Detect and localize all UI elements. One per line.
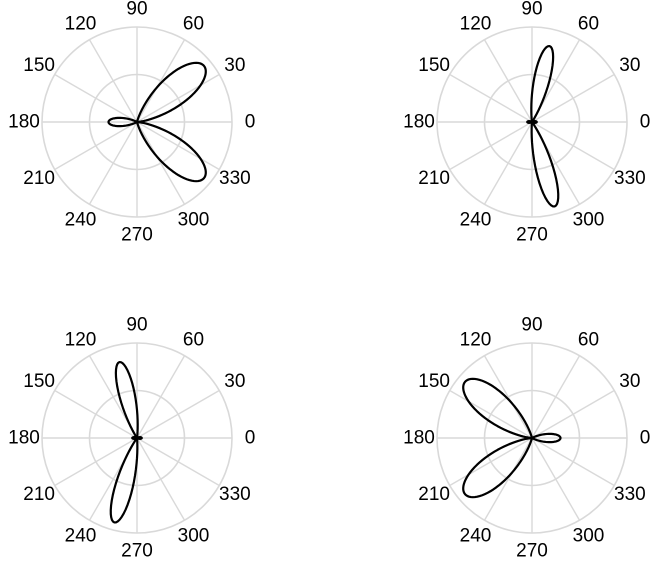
grid-spoke-60 <box>136 39 186 123</box>
theta-tick-label-120: 120 <box>460 330 492 351</box>
theta-tick-label-120: 120 <box>65 14 97 35</box>
theta-tick-label-0: 0 <box>640 112 651 133</box>
theta-tick-label-180: 180 <box>8 428 40 449</box>
grid-spoke-330 <box>136 437 220 487</box>
theta-tick-label-240: 240 <box>65 525 97 546</box>
theta-tick-label-330: 330 <box>219 168 251 189</box>
theta-tick-label-330: 330 <box>614 484 646 505</box>
theta-tick-label-150: 150 <box>418 55 450 76</box>
grid-spoke-150 <box>54 73 138 123</box>
series-curve-1 <box>107 61 207 183</box>
theta-tick-label-150: 150 <box>23 55 55 76</box>
series-curve-1 <box>462 377 562 499</box>
theta-tick-label-120: 120 <box>65 330 97 351</box>
theta-tick-label-300: 300 <box>178 209 210 230</box>
grid-spoke-60 <box>531 355 581 439</box>
theta-tick-label-60: 60 <box>578 330 599 351</box>
grid-spoke-330 <box>136 121 220 171</box>
theta-tick-label-30: 30 <box>224 55 245 76</box>
theta-tick-label-0: 0 <box>245 112 256 133</box>
grid-spoke-120 <box>483 355 533 439</box>
theta-tick-label-300: 300 <box>573 525 605 546</box>
theta-tick-label-120: 120 <box>460 14 492 35</box>
theta-tick-label-90: 90 <box>126 0 147 20</box>
theta-tick-label-150: 150 <box>23 371 55 392</box>
theta-tick-label-0: 0 <box>245 428 256 449</box>
series-curve-1 <box>109 361 143 524</box>
theta-tick-label-210: 210 <box>418 484 450 505</box>
grid-spoke-210 <box>54 121 138 171</box>
theta-tick-label-180: 180 <box>8 112 40 133</box>
grid-spoke-300 <box>136 437 186 521</box>
theta-tick-label-90: 90 <box>521 315 542 336</box>
theta-tick-label-210: 210 <box>418 168 450 189</box>
grid-spoke-60 <box>136 355 186 439</box>
grid-spoke-120 <box>483 39 533 123</box>
theta-tick-label-300: 300 <box>178 525 210 546</box>
theta-tick-label-330: 330 <box>219 484 251 505</box>
grid-spoke-150 <box>54 389 138 439</box>
theta-tick-label-60: 60 <box>183 14 204 35</box>
theta-tick-label-300: 300 <box>573 209 605 230</box>
theta-tick-label-150: 150 <box>418 371 450 392</box>
grid-spoke-210 <box>54 437 138 487</box>
grid-spoke-150 <box>449 73 533 123</box>
theta-tick-label-180: 180 <box>403 112 435 133</box>
theta-tick-label-60: 60 <box>578 14 599 35</box>
grid-spoke-30 <box>136 389 220 439</box>
polar-plot-1: 0 30 60 90 120 150 180 210 240 270 300 330 <box>8 0 255 246</box>
grid-spoke-210 <box>449 437 533 487</box>
theta-tick-label-330: 330 <box>614 168 646 189</box>
theta-tick-label-240: 240 <box>460 209 492 230</box>
theta-tick-label-270: 270 <box>121 225 153 246</box>
polar-plot-3: 0 30 60 90 120 150 180 210 240 270 300 330 <box>8 315 255 562</box>
grid-spoke-300 <box>136 121 186 205</box>
theta-tick-label-60: 60 <box>183 330 204 351</box>
theta-tick-label-240: 240 <box>65 209 97 230</box>
grid-spoke-30 <box>136 73 220 123</box>
grid-spoke-330 <box>531 437 615 487</box>
grid-spoke-210 <box>449 121 533 171</box>
grid-spoke-150 <box>449 389 533 439</box>
grid-spoke-240 <box>88 121 138 205</box>
grid-spoke-330 <box>531 121 615 171</box>
theta-tick-label-270: 270 <box>516 541 548 562</box>
series-curve-1 <box>526 45 560 208</box>
theta-tick-label-270: 270 <box>516 225 548 246</box>
theta-tick-label-210: 210 <box>23 168 55 189</box>
theta-tick-label-180: 180 <box>403 428 435 449</box>
theta-tick-label-210: 210 <box>23 484 55 505</box>
theta-tick-label-90: 90 <box>126 315 147 336</box>
polar-plot-2: 0 30 60 90 120 150 180 210 240 270 300 330 <box>403 0 650 246</box>
theta-tick-label-30: 30 <box>619 371 640 392</box>
grid-spoke-30 <box>531 73 615 123</box>
theta-tick-label-270: 270 <box>121 541 153 562</box>
theta-tick-label-30: 30 <box>619 55 640 76</box>
grid-spoke-300 <box>531 437 581 521</box>
grid-spoke-240 <box>483 121 533 205</box>
grid-spoke-120 <box>88 39 138 123</box>
polar-plot-4: 0 30 60 90 120 150 180 210 240 270 300 330 <box>403 315 650 562</box>
theta-tick-label-0: 0 <box>640 428 651 449</box>
theta-tick-label-30: 30 <box>224 371 245 392</box>
grid-spoke-30 <box>531 389 615 439</box>
theta-tick-label-240: 240 <box>460 525 492 546</box>
theta-tick-label-90: 90 <box>521 0 542 20</box>
grid-spoke-240 <box>483 437 533 521</box>
